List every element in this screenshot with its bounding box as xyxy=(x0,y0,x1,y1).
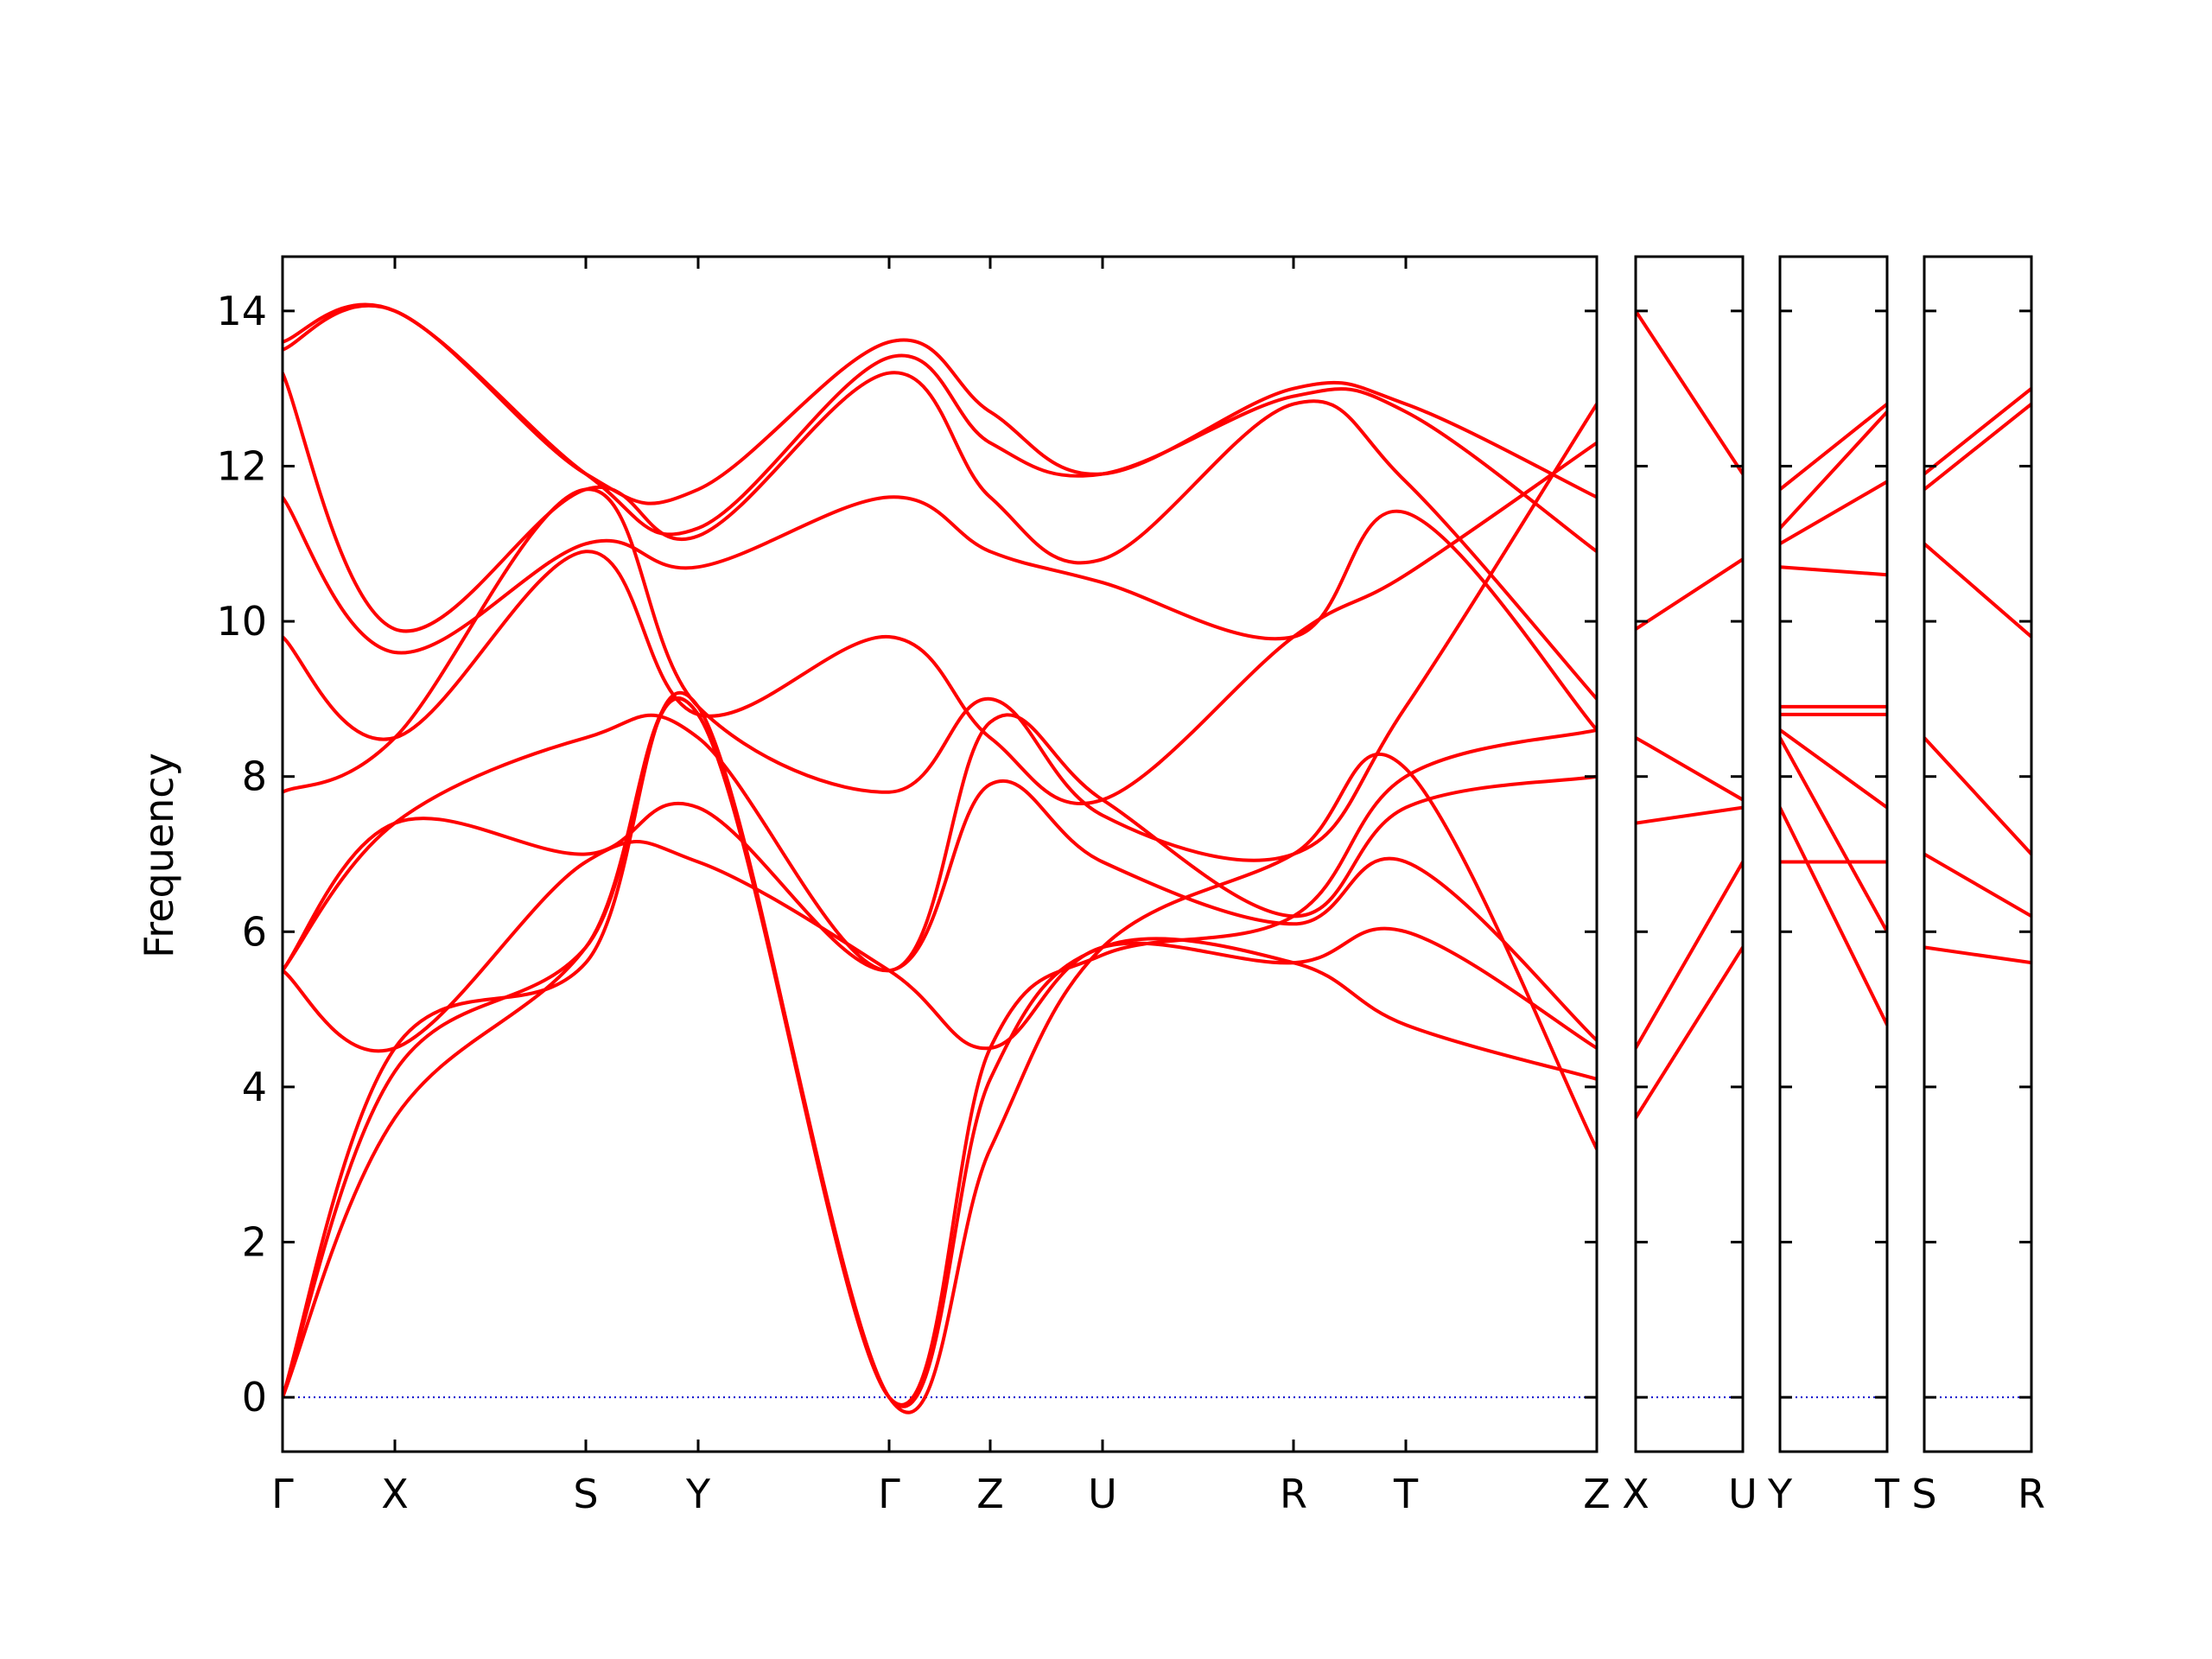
band-line-3 xyxy=(283,371,1597,701)
band-line-7 xyxy=(283,713,1597,973)
bands-group xyxy=(1636,308,1743,1120)
band-line-2 xyxy=(283,302,1597,554)
y-tick-label: 4 xyxy=(242,1064,267,1110)
band-line-7 xyxy=(1780,728,1887,810)
y-tick-label: 10 xyxy=(216,598,267,645)
panel-frame xyxy=(281,255,1599,1453)
x-tick-label: T xyxy=(1874,1471,1900,1517)
panel-frame xyxy=(1634,255,1745,1453)
x-tick-label: R xyxy=(2018,1471,2045,1517)
y-tick-label: 6 xyxy=(242,908,267,955)
band-line-12 xyxy=(283,690,1597,1407)
x-tick-label: U xyxy=(1088,1471,1117,1517)
band-line-3 xyxy=(1780,480,1887,546)
band-line-2 xyxy=(1636,557,1743,632)
band-line-6 xyxy=(283,402,1597,862)
x-tick-label: X xyxy=(381,1471,409,1517)
band-line-2 xyxy=(1780,410,1887,531)
band-line-4 xyxy=(1780,565,1887,577)
band-line-11 xyxy=(283,696,1597,1414)
x-tick-label: Y xyxy=(685,1471,711,1517)
panel-1: 0 2 4 6 8 10 12 14 Γ X S Y Γ Z U R T Z xyxy=(216,255,1611,1517)
panel-frame xyxy=(1778,255,1889,1453)
y-axis-label: Frequency xyxy=(136,753,182,958)
bands-group xyxy=(283,302,1597,1414)
band-line-9 xyxy=(1780,805,1887,1027)
band-line-5 xyxy=(1636,860,1743,1050)
band-line-8 xyxy=(1780,735,1887,934)
bands-group xyxy=(1924,386,2031,965)
x-tick-label: S xyxy=(573,1471,598,1517)
band-line-3 xyxy=(1924,542,2031,639)
panel-frame xyxy=(1923,255,2033,1453)
band-line-9 xyxy=(283,840,1597,1053)
x-tick-label: X xyxy=(1622,1471,1649,1517)
band-line-6 xyxy=(1924,945,2031,965)
band-line-1 xyxy=(1780,402,1887,492)
band-line-3 xyxy=(1636,735,1743,802)
y-tick-label: 0 xyxy=(242,1374,267,1421)
bands-group xyxy=(1780,402,1887,1027)
x-tick-label: T xyxy=(1393,1471,1419,1517)
x-tick-label: Y xyxy=(1767,1471,1793,1517)
band-line-1 xyxy=(1924,386,2031,476)
y-tick-label: 12 xyxy=(216,442,267,489)
band-line-1 xyxy=(1636,308,1743,476)
band-line-6 xyxy=(1636,945,1743,1120)
y-tick-label: 2 xyxy=(242,1219,267,1266)
y-tick-label: 14 xyxy=(216,288,267,334)
x-tick-label: R xyxy=(1280,1471,1307,1517)
x-tick-label: S xyxy=(1911,1471,1936,1517)
x-tick-label: Z xyxy=(1583,1471,1611,1517)
x-tick-label: Z xyxy=(976,1471,1004,1517)
band-line-5 xyxy=(283,441,1597,806)
band-line-5 xyxy=(1924,852,2031,918)
band-line-4 xyxy=(1924,735,2031,856)
band-line-8 xyxy=(283,779,1597,1042)
band-line-2 xyxy=(1924,402,2031,492)
band-line-4 xyxy=(1636,805,1743,825)
x-tick-label: Γ xyxy=(878,1471,900,1517)
x-tick-label: U xyxy=(1728,1471,1758,1517)
y-tick-label: 8 xyxy=(242,753,267,800)
x-tick-label: Γ xyxy=(271,1471,294,1517)
